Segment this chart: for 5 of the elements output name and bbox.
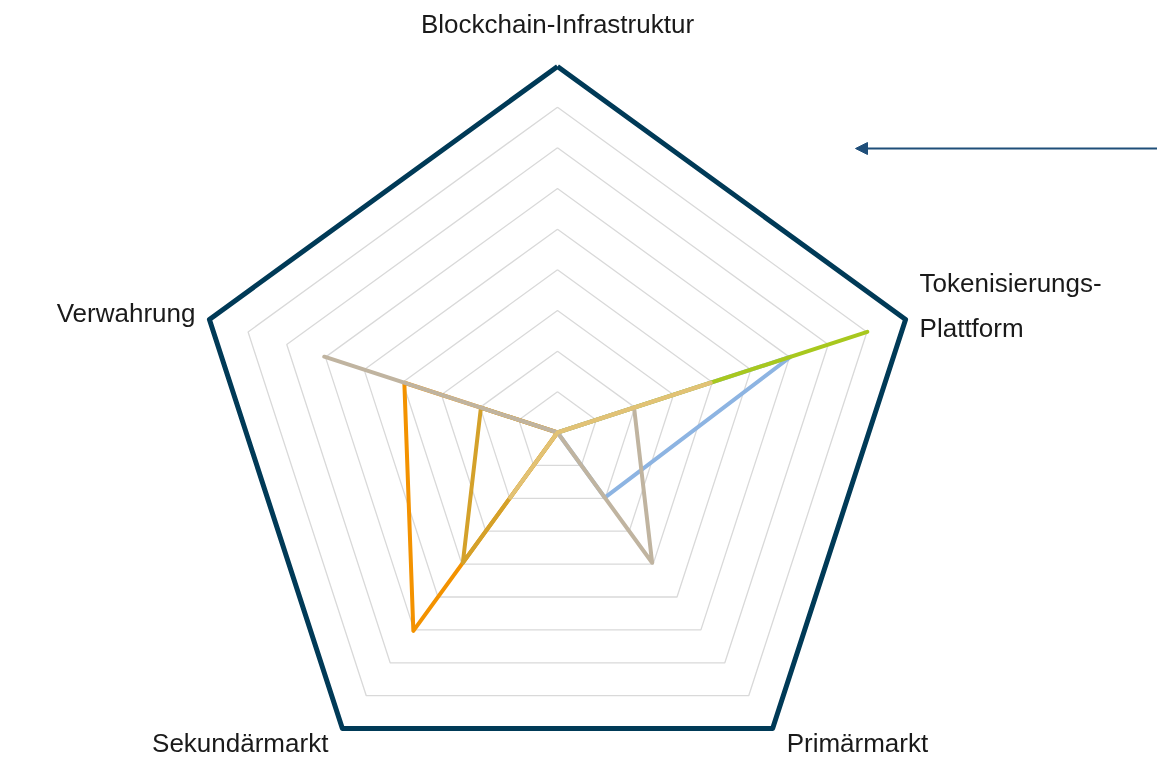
spoke-label: Blockchain-Infrastruktur <box>420 8 695 39</box>
spoke-label: Sekundärmarkt <box>152 727 330 757</box>
spoke-label: Tokenisierungs- Plattform <box>919 267 1102 343</box>
spoke-label: Primärmarkt <box>786 727 929 757</box>
spoke-label: Verwahrung <box>56 298 196 329</box>
